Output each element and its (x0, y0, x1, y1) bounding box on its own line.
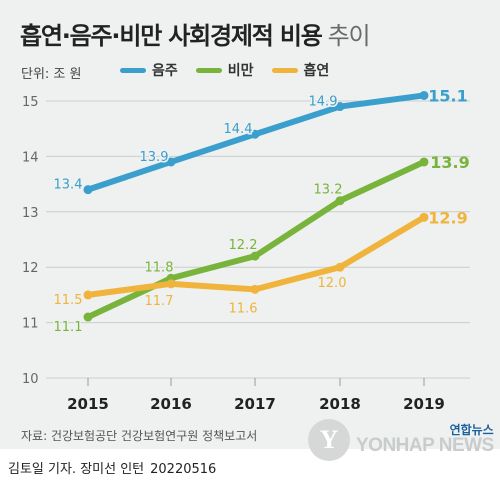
data-label-obesity: 13.2 (314, 183, 343, 198)
data-point-obesity (83, 312, 93, 322)
data-label-obesity: 11.8 (145, 260, 174, 275)
logo-text: 연합뉴스 YONHAP NEWS (356, 424, 494, 457)
legend-item-alcohol: 음주 (120, 60, 178, 80)
legend-label-alcohol: 음주 (152, 63, 178, 79)
data-point-obesity (250, 251, 260, 261)
data-label-smoking: 11.7 (145, 294, 174, 309)
data-point-alcohol (419, 90, 429, 100)
credit-authors: 김토일 기자. 장미선 인턴 (8, 462, 145, 477)
legend-swatch-alcohol (120, 67, 146, 73)
data-point-alcohol (166, 157, 176, 167)
source-note: 자료: 건강보험공단 건강보험연구원 정책보고서 (21, 429, 258, 443)
data-label-smoking: 12.9 (428, 208, 467, 227)
data-label-obesity: 12.2 (229, 238, 258, 253)
x-tick-label: 2016 (150, 395, 192, 413)
y-tick-label: 15 (22, 95, 39, 110)
data-point-smoking (419, 212, 429, 222)
data-point-smoking (83, 290, 93, 300)
y-tick-label: 14 (22, 150, 39, 165)
series-line-alcohol (85, 92, 427, 193)
unit-label: 단위: 조 원 (21, 67, 82, 82)
legend-swatch-smoking (271, 67, 298, 73)
line-chart: 10 11 12 13 14 15 2015 2016 2017 2018 2019 13.4 13.9… (22, 86, 470, 413)
x-tick-label: 2017 (234, 395, 276, 413)
data-point-smoking (250, 284, 260, 294)
data-label-obesity: 13.9 (430, 153, 469, 172)
legend: 음주 비만 흡연 (120, 60, 329, 80)
data-point-obesity (335, 196, 345, 206)
credit-line: 김토일 기자. 장미선 인턴 20220516 (8, 458, 216, 477)
y-tick-label: 12 (22, 261, 39, 276)
data-label-obesity: 11.1 (54, 320, 83, 335)
y-tick-label: 11 (22, 317, 39, 332)
legend-item-smoking: 흡연 (271, 60, 330, 80)
legend-item-obesity: 비만 (195, 60, 254, 80)
credit-date: 20220516 (150, 462, 217, 477)
y-tick-label: 13 (22, 206, 39, 221)
y-tick-label: 10 (22, 372, 39, 387)
legend-swatch-obesity (195, 67, 222, 73)
data-label-alcohol: 13.9 (140, 150, 169, 165)
x-tick-label: 2015 (67, 395, 109, 413)
legend-label-obesity: 비만 (227, 63, 254, 79)
data-label-alcohol: 14.9 (309, 95, 338, 110)
title-block: 흡연·음주·비만 사회경제적 비용 추이 (20, 16, 371, 51)
data-point-alcohol (335, 102, 345, 112)
data-point-smoking (166, 279, 176, 289)
yonhap-logo: Y 연합뉴스 YONHAP NEWS (308, 419, 494, 461)
chart-title: 흡연·음주·비만 사회경제적 비용 (20, 22, 323, 50)
data-label-smoking: 11.6 (229, 301, 258, 316)
data-label-smoking: 12.0 (318, 276, 347, 291)
data-label-alcohol: 14.4 (224, 122, 253, 137)
legend-label-smoking: 흡연 (303, 63, 330, 79)
data-label-smoking: 11.5 (54, 293, 83, 308)
data-point-alcohol (83, 185, 93, 195)
data-point-obesity (419, 157, 429, 167)
data-point-alcohol (250, 129, 260, 139)
logo-mark-icon: Y (308, 419, 350, 461)
logo-brand-en: YONHAP NEWS (356, 435, 494, 457)
logo-brand-kr: 연합뉴스 (449, 422, 494, 437)
data-label-alcohol: 15.1 (428, 86, 467, 105)
x-tick-label: 2019 (403, 395, 445, 413)
x-tick-label: 2018 (319, 395, 361, 413)
data-point-smoking (335, 262, 345, 272)
data-label-alcohol: 13.4 (54, 178, 83, 193)
chart-subtitle: 추이 (327, 22, 371, 50)
